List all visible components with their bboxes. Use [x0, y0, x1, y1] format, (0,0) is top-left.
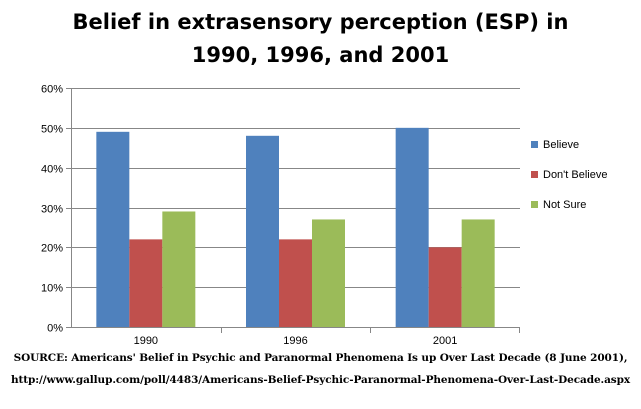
bar	[461, 219, 495, 327]
axes: 0% 10% 20% 30% 40% 50% 60% 1990 1996 2001	[41, 84, 520, 347]
bar	[162, 211, 196, 327]
legend-swatch	[531, 171, 538, 178]
y-tick-label: 60%	[41, 84, 63, 96]
y-tick-label: 50%	[41, 124, 63, 136]
bar	[395, 127, 429, 327]
bar	[96, 131, 130, 327]
y-tick-label: 30%	[41, 204, 63, 216]
chart-title-line-1: Belief in extrasensory perception (ESP) …	[72, 10, 569, 34]
x-tick-label: 1996	[283, 335, 307, 347]
chart-title: Belief in extrasensory perception (ESP) …	[0, 6, 641, 72]
x-tick-label: 1990	[134, 335, 158, 347]
legend-swatch	[531, 141, 538, 148]
legend: Believe Don't Believe Not Sure	[531, 139, 607, 211]
bars	[96, 127, 495, 327]
chart-title-line-2: 1990, 1996, and 2001	[191, 43, 450, 67]
source-citation: SOURCE: Americans' Belief in Psychic and…	[13, 352, 628, 364]
bar	[246, 135, 279, 327]
y-tick-label: 20%	[41, 243, 63, 255]
y-tick-label: 0%	[47, 323, 63, 335]
legend-label: Don't Believe	[543, 169, 607, 181]
legend-swatch	[531, 201, 538, 208]
x-tick-label: 2001	[433, 335, 457, 347]
y-tick-label: 10%	[41, 283, 63, 295]
bar	[428, 247, 462, 327]
legend-label: Not Sure	[543, 199, 586, 211]
legend-label: Believe	[543, 139, 579, 151]
bar	[279, 239, 312, 327]
bar	[312, 219, 345, 327]
bar	[129, 239, 163, 327]
y-tick-label: 40%	[41, 164, 63, 176]
source-url: http://www.gallup.com/poll/4483/American…	[10, 374, 630, 386]
